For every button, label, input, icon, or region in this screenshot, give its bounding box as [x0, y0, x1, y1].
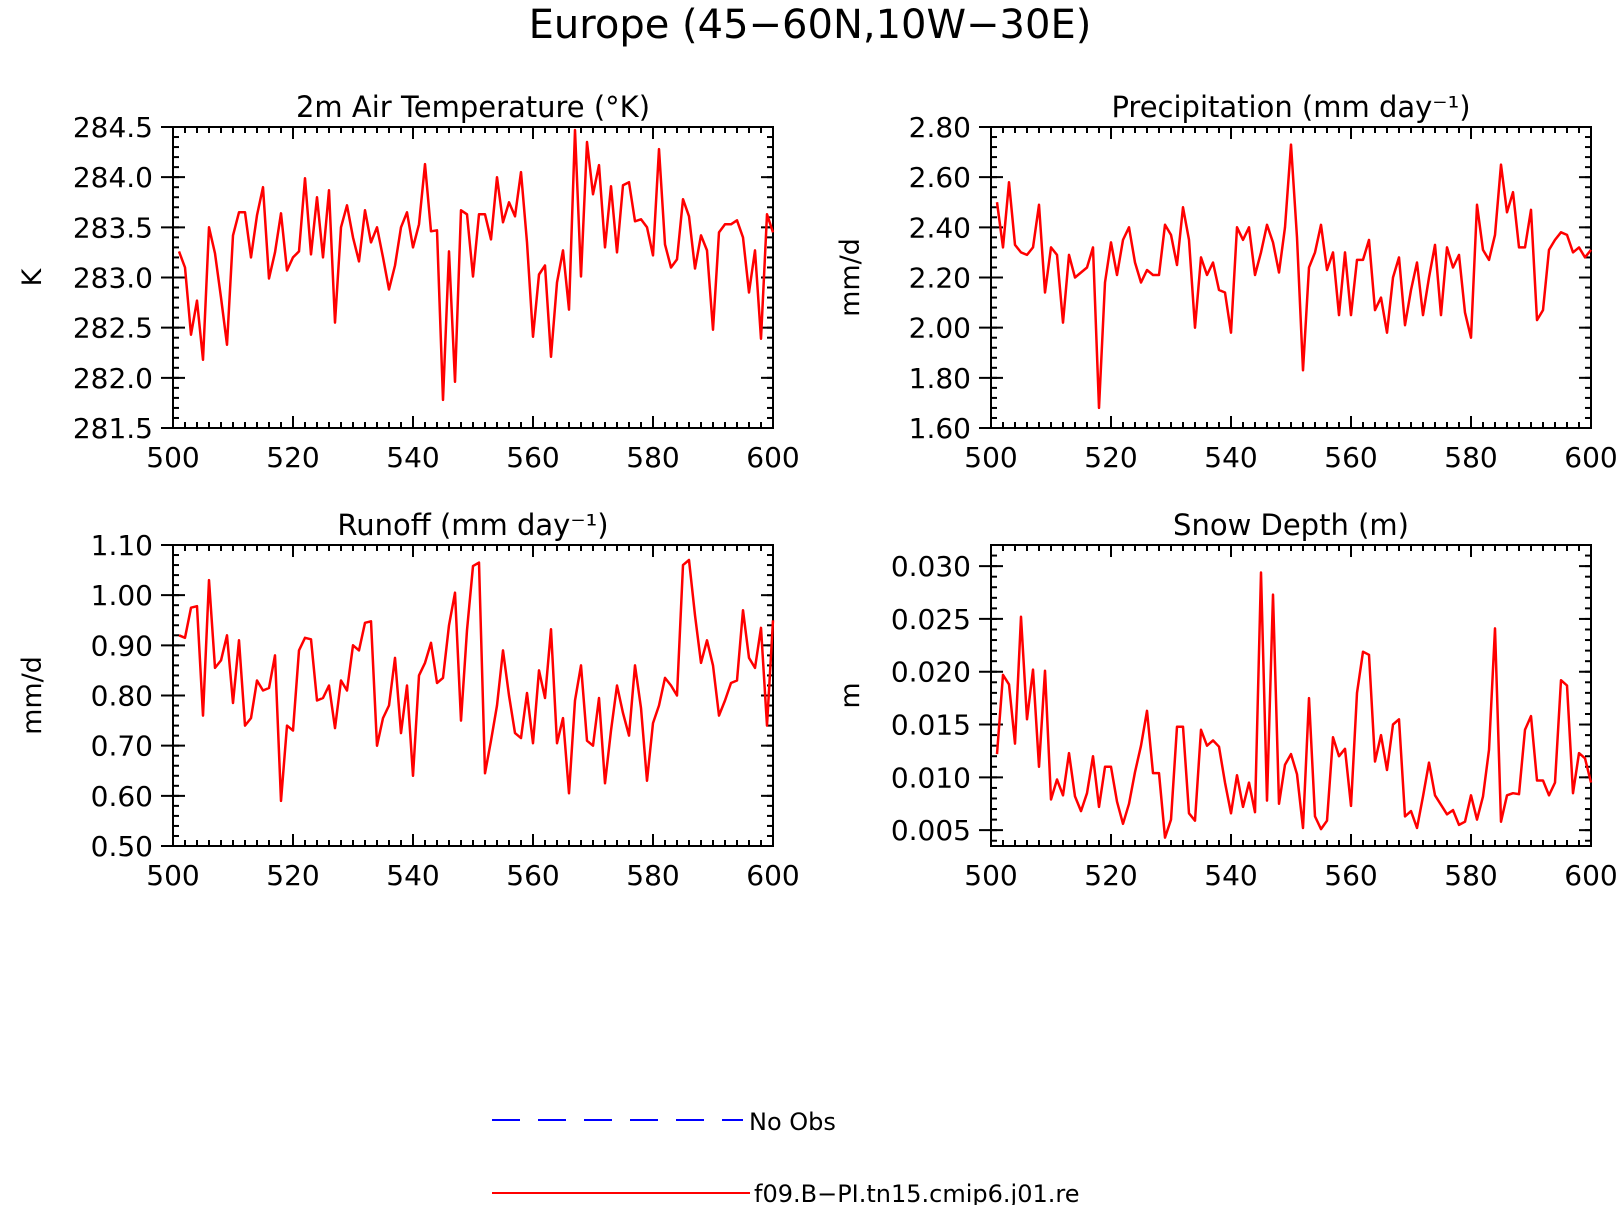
x-tick-label: 580	[1444, 859, 1497, 892]
x-tick-label: 500	[146, 441, 199, 474]
y-tick-label: 2.80	[909, 111, 971, 144]
legend: No Obs f09.B−PI.tn15.cmip6.j01.re	[492, 1108, 1079, 1208]
y-tick-label: 0.70	[91, 730, 153, 763]
x-tick-label: 540	[386, 441, 439, 474]
x-tick-label: 520	[1084, 859, 1137, 892]
y-tick-label: 1.00	[91, 579, 153, 612]
y-tick-label: 283.5	[73, 211, 153, 244]
x-tick-label: 500	[146, 859, 199, 892]
panel-runoff: Runoff (mm day⁻¹) mm/d 500 520 540 560 580 600 0…	[17, 508, 800, 892]
panel-air-temperature: 2m Air Temperature (°K) K 500 520 540 560 580 6…	[17, 90, 800, 474]
x-tick-label: 520	[1084, 441, 1137, 474]
x-tick-label: 560	[1324, 859, 1377, 892]
x-tick-label: 560	[506, 441, 559, 474]
series-line-0	[178, 558, 775, 803]
y-tick-label: 0.60	[91, 780, 153, 813]
x-tick-label: 540	[1204, 441, 1257, 474]
x-tick-label: 580	[1444, 441, 1497, 474]
y-tick-label: 2.40	[909, 211, 971, 244]
y-tick-label: 2.60	[909, 161, 971, 194]
x-tick-label: 500	[964, 859, 1017, 892]
y-tick-label: 283.0	[73, 262, 153, 295]
y-tick-label: 282.5	[73, 312, 153, 345]
y-tick-label: 0.50	[91, 830, 153, 863]
panel-title: Precipitation (mm day⁻¹)	[1111, 90, 1470, 124]
y-tick-label: 0.015	[891, 709, 971, 742]
y-tick-label: 284.0	[73, 161, 153, 194]
panel-title: Snow Depth (m)	[1173, 508, 1409, 542]
x-tick-label: 500	[964, 441, 1017, 474]
x-tick-label: 540	[386, 859, 439, 892]
y-tick-label: 0.020	[891, 656, 971, 689]
y-tick-label: 284.5	[73, 111, 153, 144]
x-tick-label: 520	[266, 441, 319, 474]
y-tick-label: 2.00	[909, 312, 971, 345]
y-axis-label: K	[17, 267, 48, 286]
panel-title: Runoff (mm day⁻¹)	[337, 508, 608, 542]
y-tick-label: 0.025	[891, 603, 971, 636]
panel-snow-depth: Snow Depth (m) m 500 520 540 560 580 600 0.005 0.…	[835, 508, 1618, 892]
x-tick-label: 600	[746, 859, 799, 892]
series-line-0	[177, 128, 775, 402]
legend-obs-label: No Obs	[749, 1108, 836, 1136]
x-tick-label: 520	[266, 859, 319, 892]
x-tick-label: 600	[1564, 859, 1617, 892]
y-tick-label: 1.80	[909, 362, 971, 395]
x-tick-label: 560	[1324, 441, 1377, 474]
series-line-0	[995, 571, 1593, 839]
figure-title: Europe (45−60N,10W−30E)	[529, 2, 1092, 48]
y-axis-label: mm/d	[17, 656, 48, 735]
y-tick-label: 281.5	[73, 412, 153, 445]
panel-precipitation: Precipitation (mm day⁻¹) mm/d 500 520 540 560…	[835, 90, 1618, 474]
y-tick-label: 282.0	[73, 362, 153, 395]
y-tick-label: 0.90	[91, 629, 153, 662]
panel-title: 2m Air Temperature (°K)	[296, 90, 650, 124]
y-tick-label: 1.60	[909, 412, 971, 445]
x-tick-label: 580	[626, 441, 679, 474]
x-tick-label: 600	[746, 441, 799, 474]
y-tick-label: 1.10	[91, 529, 153, 562]
y-tick-label: 0.80	[91, 680, 153, 713]
series-line-0	[995, 143, 1592, 410]
x-tick-label: 580	[626, 859, 679, 892]
y-tick-label: 0.005	[891, 814, 971, 847]
legend-model-label: f09.B−PI.tn15.cmip6.j01.re	[754, 1180, 1079, 1205]
y-tick-label: 0.030	[891, 550, 971, 583]
y-tick-label: 2.20	[909, 262, 971, 295]
y-tick-label: 0.010	[891, 761, 971, 794]
x-tick-label: 600	[1564, 441, 1617, 474]
x-tick-label: 540	[1204, 859, 1257, 892]
x-tick-label: 560	[506, 859, 559, 892]
y-axis-label: m	[835, 682, 866, 708]
y-axis-label: mm/d	[835, 238, 866, 317]
